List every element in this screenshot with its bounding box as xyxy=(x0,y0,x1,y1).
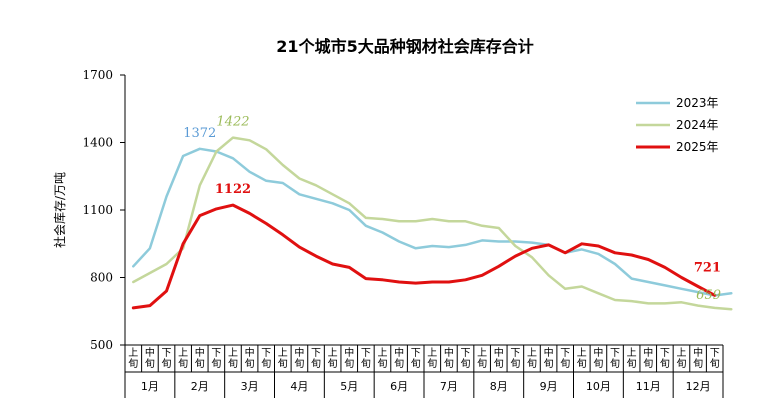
x-month-label: 3月 xyxy=(241,380,259,393)
data-label: 659 xyxy=(696,288,721,303)
x-tick-label: 中旬 xyxy=(245,346,255,370)
y-ticks: 500 800 1100 1400 1700 xyxy=(82,68,126,352)
x-tick-label: 下旬 xyxy=(660,348,670,370)
legend-label: 2024年 xyxy=(676,118,719,132)
y-axis-label: 社会库存/万吨 xyxy=(52,172,67,248)
x-tick-label: 下旬 xyxy=(610,348,620,370)
x-tick-label: 上旬 xyxy=(477,347,487,370)
series-line-2023年 xyxy=(132,147,733,297)
x-tick-label: 中旬 xyxy=(444,346,454,370)
x-tick-label: 下旬 xyxy=(560,348,570,370)
x-month-label: 6月 xyxy=(390,380,408,393)
x-tick-label: 上旬 xyxy=(328,347,338,370)
x-tick-label: 上旬 xyxy=(278,347,288,370)
x-tick-label: 中旬 xyxy=(394,346,404,370)
x-tick-label: 上旬 xyxy=(228,347,238,370)
x-tick-label: 下旬 xyxy=(261,348,271,370)
x-tick-label: 上旬 xyxy=(427,347,437,370)
x-month-label: 9月 xyxy=(540,380,558,393)
y-tick-label: 500 xyxy=(90,338,113,352)
x-tick-label: 下旬 xyxy=(361,348,371,370)
x-tick-label: 上旬 xyxy=(527,347,537,370)
x-tick-label: 中旬 xyxy=(195,346,205,370)
x-month-label: 2月 xyxy=(191,380,209,393)
x-tick-label: 中旬 xyxy=(643,346,653,370)
x-month-label: 10月 xyxy=(586,380,611,393)
x-month-label: 1月 xyxy=(141,380,159,393)
x-tick-label: 中旬 xyxy=(593,346,603,370)
x-tick-label: 下旬 xyxy=(510,348,520,370)
series-line-2025年 xyxy=(131,203,717,310)
data-label: 1422 xyxy=(216,115,249,130)
x-tick-label: 下旬 xyxy=(162,348,172,370)
legend-label: 2023年 xyxy=(676,96,719,110)
y-tick-label: 1400 xyxy=(82,136,113,150)
x-tick-label: 上旬 xyxy=(377,347,387,370)
x-month-label: 7月 xyxy=(440,380,458,393)
y-tick-label: 1700 xyxy=(82,68,113,82)
x-tick-label: 下旬 xyxy=(311,348,321,370)
x-month-label: 5月 xyxy=(340,380,358,393)
data-label: 1372 xyxy=(183,126,216,141)
x-tick-label: 上旬 xyxy=(178,347,188,370)
x-tick-label: 中旬 xyxy=(294,346,304,370)
x-tick-label: 上旬 xyxy=(627,347,637,370)
x-tick-label: 下旬 xyxy=(461,348,471,370)
y-tick-label: 1100 xyxy=(82,203,113,217)
x-month-label: 4月 xyxy=(290,380,308,393)
data-label: 1122 xyxy=(215,182,251,197)
x-tick-label: 下旬 xyxy=(211,348,221,370)
x-tick-label: 上旬 xyxy=(577,347,587,370)
x-tick-label: 中旬 xyxy=(344,346,354,370)
x-tick-label: 下旬 xyxy=(411,348,421,370)
x-month-label: 12月 xyxy=(686,380,711,393)
series-line-2024年 xyxy=(132,136,733,311)
x-tick-label: 中旬 xyxy=(494,346,504,370)
x-month-label: 11月 xyxy=(636,380,661,393)
series-lines xyxy=(131,136,733,311)
x-axis: 上旬中旬下旬上旬中旬下旬上旬中旬下旬上旬中旬下旬上旬中旬下旬上旬中旬下旬上旬中旬… xyxy=(124,344,724,398)
x-tick-label: 上旬 xyxy=(128,347,138,370)
data-label: 721 xyxy=(694,260,721,275)
x-tick-label: 中旬 xyxy=(544,346,554,370)
x-month-label: 8月 xyxy=(490,380,508,393)
legend-label: 2025年 xyxy=(676,140,719,154)
chart-title: 21个城市5大品种钢材社会库存合计 xyxy=(276,37,533,56)
x-tick-label: 上旬 xyxy=(676,347,686,370)
x-tick-label: 中旬 xyxy=(693,346,703,370)
x-tick-label: 下旬 xyxy=(710,348,720,370)
x-tick-label: 中旬 xyxy=(145,346,155,370)
y-tick-label: 800 xyxy=(90,271,113,285)
legend: 2023年 2024年 2025年 xyxy=(636,96,719,154)
